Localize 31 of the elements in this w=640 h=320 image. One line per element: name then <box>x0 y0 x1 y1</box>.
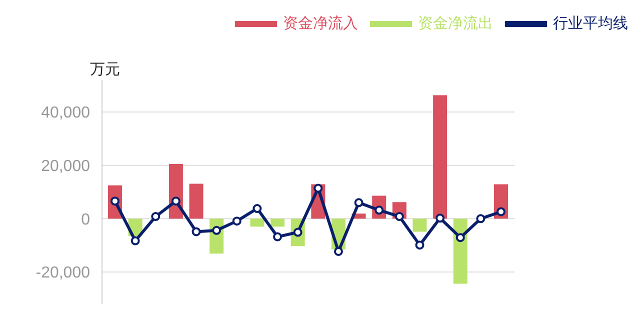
point <box>130 236 140 246</box>
point <box>456 233 465 242</box>
point <box>476 214 486 224</box>
point <box>192 227 201 236</box>
legend-label: 资金净流出 <box>418 14 493 32</box>
y-tick-label: 0 <box>81 211 90 228</box>
point <box>354 198 364 208</box>
y-axis-title: 万元 <box>90 61 120 78</box>
point <box>273 232 282 242</box>
bar <box>433 95 448 219</box>
bar <box>412 218 427 232</box>
bar <box>189 184 204 219</box>
y-tick-label: 40,000 <box>41 104 90 122</box>
point <box>334 246 343 256</box>
point <box>394 212 404 222</box>
bar <box>453 218 468 284</box>
point <box>496 207 506 216</box>
y-tick-label: 20,000 <box>41 158 90 175</box>
bar <box>270 218 285 227</box>
y-tick-label: -20,000 <box>36 264 90 282</box>
bar <box>250 218 264 227</box>
point <box>436 214 445 223</box>
legend-label: 资金净流入 <box>283 14 358 32</box>
point <box>252 204 262 214</box>
point <box>151 212 160 222</box>
point <box>415 240 424 250</box>
point <box>314 184 323 193</box>
point <box>171 196 180 206</box>
legend-label: 行业平均线 <box>553 14 628 32</box>
point <box>232 216 242 226</box>
point <box>212 226 222 235</box>
